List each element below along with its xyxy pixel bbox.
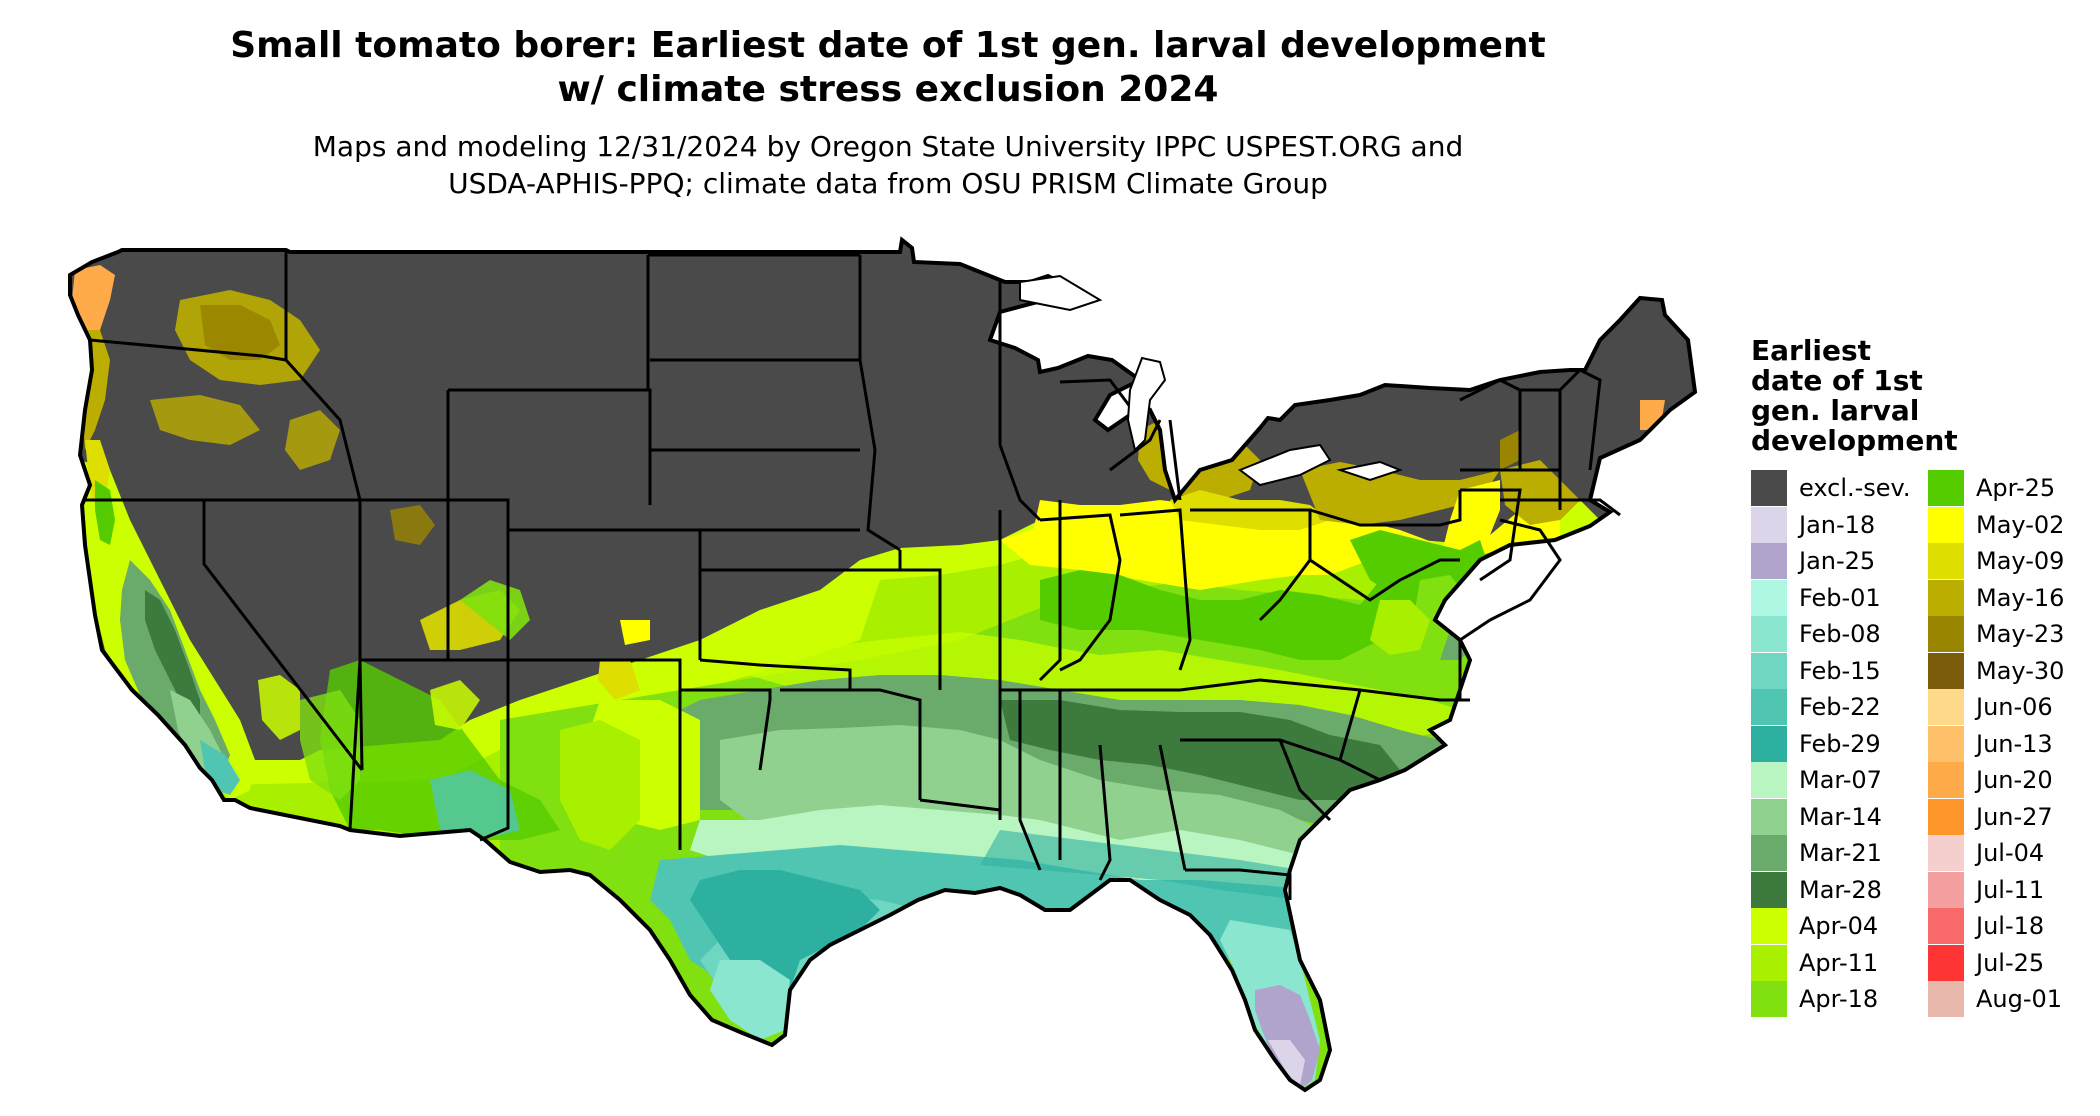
- legend-swatch: [1928, 543, 1964, 579]
- subtitle-line-2: USDA-APHIS-PPQ; climate data from OSU PR…: [448, 167, 1328, 200]
- legend-title: Earliest date of 1st gen. larval develop…: [1751, 336, 1958, 456]
- legend-label: Apr-04: [1799, 912, 1879, 940]
- legend-swatch: [1751, 835, 1787, 871]
- legend-title-line: gen. larval: [1751, 394, 1920, 427]
- legend-swatch: [1928, 981, 1964, 1017]
- legend-label: Jun-20: [1976, 766, 2053, 794]
- legend-swatch: [1928, 762, 1964, 798]
- legend-label: Jan-18: [1799, 510, 1876, 539]
- legend-label: Apr-11: [1799, 948, 1879, 977]
- legend-label: Jul-04: [1976, 839, 2045, 867]
- legend-label: Feb-08: [1799, 620, 1881, 648]
- title-line-2: w/ climate stress exclusion 2024: [557, 69, 1219, 110]
- legend-swatch: [1751, 506, 1787, 543]
- legend-swatch: [1751, 762, 1787, 798]
- legend-label: Feb-15: [1799, 656, 1881, 685]
- legend-swatch: [1928, 506, 1964, 543]
- legend-swatch: [1928, 725, 1964, 762]
- legend-swatch: [1751, 652, 1787, 689]
- map-title: Small tomato borer: Earliest date of 1st…: [0, 24, 1776, 112]
- legend-label: May-09: [1976, 547, 2065, 575]
- legend-label: Jul-11: [1976, 875, 2045, 904]
- legend-label: excl.-sev.: [1799, 474, 1911, 502]
- legend-swatch: [1751, 944, 1787, 981]
- subtitle-line-1: Maps and modeling 12/31/2024 by Oregon S…: [312, 130, 1464, 163]
- legend-label: Feb-01: [1799, 583, 1881, 612]
- legend-title-line: Earliest: [1751, 334, 1872, 367]
- legend-swatch: [1928, 616, 1964, 652]
- legend-swatch: [1928, 579, 1964, 616]
- legend-swatch: [1751, 616, 1787, 652]
- legend-label: Mar-21: [1799, 839, 1882, 867]
- legend-label: May-16: [1976, 583, 2065, 612]
- legend-title-line: development: [1751, 424, 1958, 457]
- map-subtitle: Maps and modeling 12/31/2024 by Oregon S…: [0, 128, 1776, 202]
- legend-title-line: date of 1st: [1751, 364, 1923, 397]
- legend-swatch: [1751, 689, 1787, 725]
- legend-swatch: [1928, 871, 1964, 908]
- legend-swatch: [1751, 543, 1787, 579]
- title-line-1: Small tomato borer: Earliest date of 1st…: [230, 25, 1546, 66]
- legend-swatch: [1751, 470, 1787, 506]
- legend-swatch: [1928, 470, 1964, 506]
- legend-swatch: [1928, 908, 1964, 944]
- legend-label: Jun-27: [1976, 802, 2053, 831]
- legend-swatch: [1751, 871, 1787, 908]
- legend-label: Feb-29: [1799, 729, 1881, 758]
- legend-label: Feb-22: [1799, 693, 1881, 721]
- legend-label: Aug-01: [1976, 985, 2063, 1013]
- legend-label: Jul-18: [1976, 912, 2045, 940]
- legend-label: May-02: [1976, 510, 2065, 539]
- legend-swatch: [1751, 725, 1787, 762]
- legend-label: Jun-06: [1976, 693, 2053, 721]
- legend-swatch: [1751, 908, 1787, 944]
- legend-swatch: [1751, 798, 1787, 835]
- legend-label: Mar-14: [1799, 802, 1882, 831]
- legend-label: Apr-25: [1976, 474, 2056, 502]
- legend-label: Apr-18: [1799, 985, 1879, 1013]
- legend-label: Jul-25: [1976, 948, 2045, 977]
- legend-swatch: [1928, 835, 1964, 871]
- legend-swatch: [1928, 798, 1964, 835]
- legend-label: May-23: [1976, 620, 2065, 648]
- legend-label: Mar-07: [1799, 766, 1882, 794]
- legend-swatch: [1928, 944, 1964, 981]
- great-lakes: [1019, 274, 1403, 487]
- legend-swatch: [1928, 689, 1964, 725]
- legend-label: Mar-28: [1799, 875, 1882, 904]
- legend-swatch: [1751, 579, 1787, 616]
- legend-label: Jun-13: [1976, 729, 2053, 758]
- legend-swatch: [1928, 652, 1964, 689]
- state-borders: [85, 252, 1621, 900]
- legend-swatch: [1751, 981, 1787, 1017]
- legend-label: Jan-25: [1799, 547, 1876, 575]
- legend-label: May-30: [1976, 656, 2065, 685]
